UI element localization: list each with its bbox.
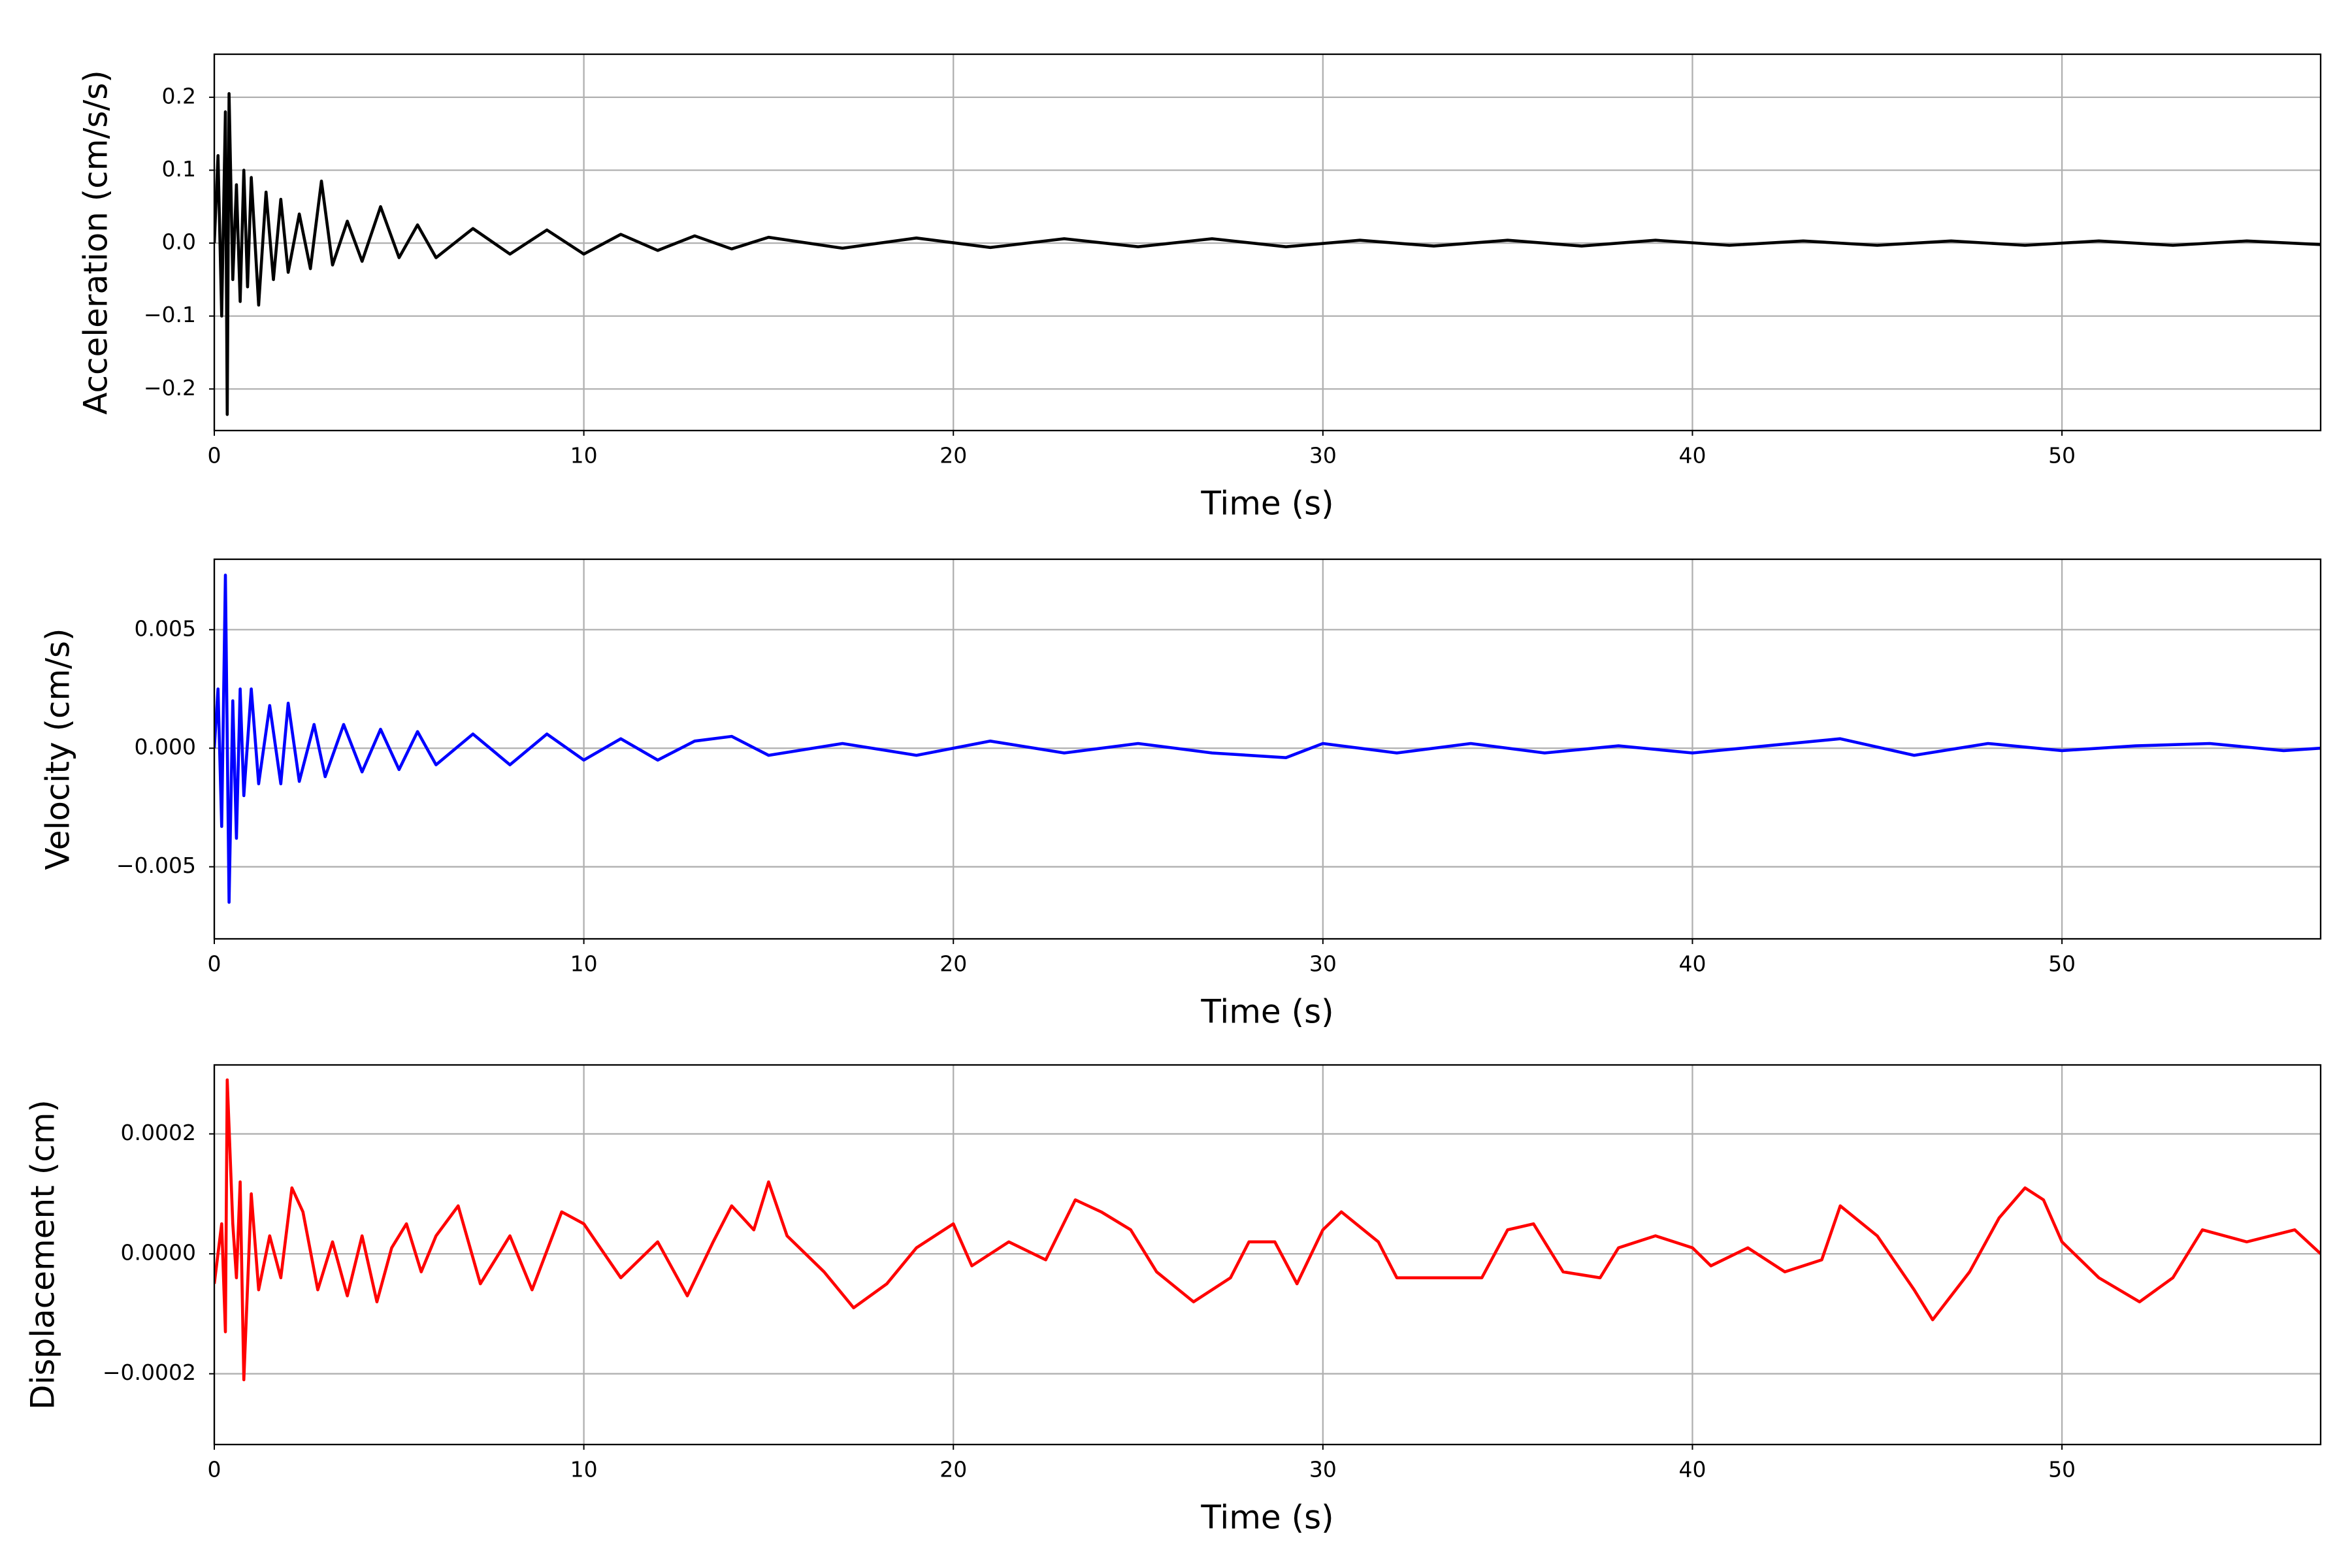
x-tick-label: 10 <box>570 443 598 468</box>
x-tick-label: 0 <box>208 443 221 468</box>
y-tick-label: 0.1 <box>162 156 196 182</box>
y-tick-label: −0.005 <box>116 853 196 878</box>
y-tick-label: 0.0 <box>162 229 196 255</box>
y-tick-label: −0.2 <box>144 375 196 400</box>
x-tick-label: 20 <box>939 443 967 468</box>
x-axis-label: Time (s) <box>1200 485 1333 523</box>
x-tick-label: 30 <box>1309 1457 1337 1482</box>
x-tick-label: 40 <box>1678 1457 1706 1482</box>
x-tick-label: 20 <box>939 951 967 977</box>
y-tick-label: −0.1 <box>144 302 196 327</box>
plot-frame <box>213 1064 2322 1446</box>
y-axis-label: Acceleration (cm/s/s) <box>77 70 115 415</box>
data-line <box>214 574 2321 904</box>
x-tick-label: 50 <box>2048 951 2076 977</box>
y-axis-label: Displacement (cm) <box>24 1100 62 1410</box>
x-tick-label: 50 <box>2048 443 2076 468</box>
x-tick-label: 30 <box>1309 443 1337 468</box>
data-line <box>214 1078 2321 1382</box>
x-tick-label: 0 <box>208 951 221 977</box>
x-axis-label: Time (s) <box>1200 1499 1333 1537</box>
y-tick-label: 0.0002 <box>121 1120 196 1145</box>
y-tick-label: 0.2 <box>162 83 196 108</box>
x-tick-label: 10 <box>570 951 598 977</box>
x-tick-label: 40 <box>1678 951 1706 977</box>
y-tick-label: −0.0002 <box>103 1360 196 1385</box>
y-tick-label: 0.000 <box>135 734 196 760</box>
x-tick-label: 0 <box>208 1457 221 1482</box>
x-tick-label: 40 <box>1678 443 1706 468</box>
y-axis-label: Velocity (cm/s) <box>39 628 77 870</box>
plot-frame <box>213 53 2322 432</box>
y-tick-label: 0.0000 <box>121 1240 196 1266</box>
x-axis-label: Time (s) <box>1200 993 1333 1031</box>
y-tick-label: 0.005 <box>135 615 196 641</box>
data-line <box>214 92 2321 416</box>
x-tick-label: 30 <box>1309 951 1337 977</box>
x-tick-label: 10 <box>570 1457 598 1482</box>
x-tick-label: 50 <box>2048 1457 2076 1482</box>
x-tick-label: 20 <box>939 1457 967 1482</box>
plot-frame <box>213 558 2322 940</box>
